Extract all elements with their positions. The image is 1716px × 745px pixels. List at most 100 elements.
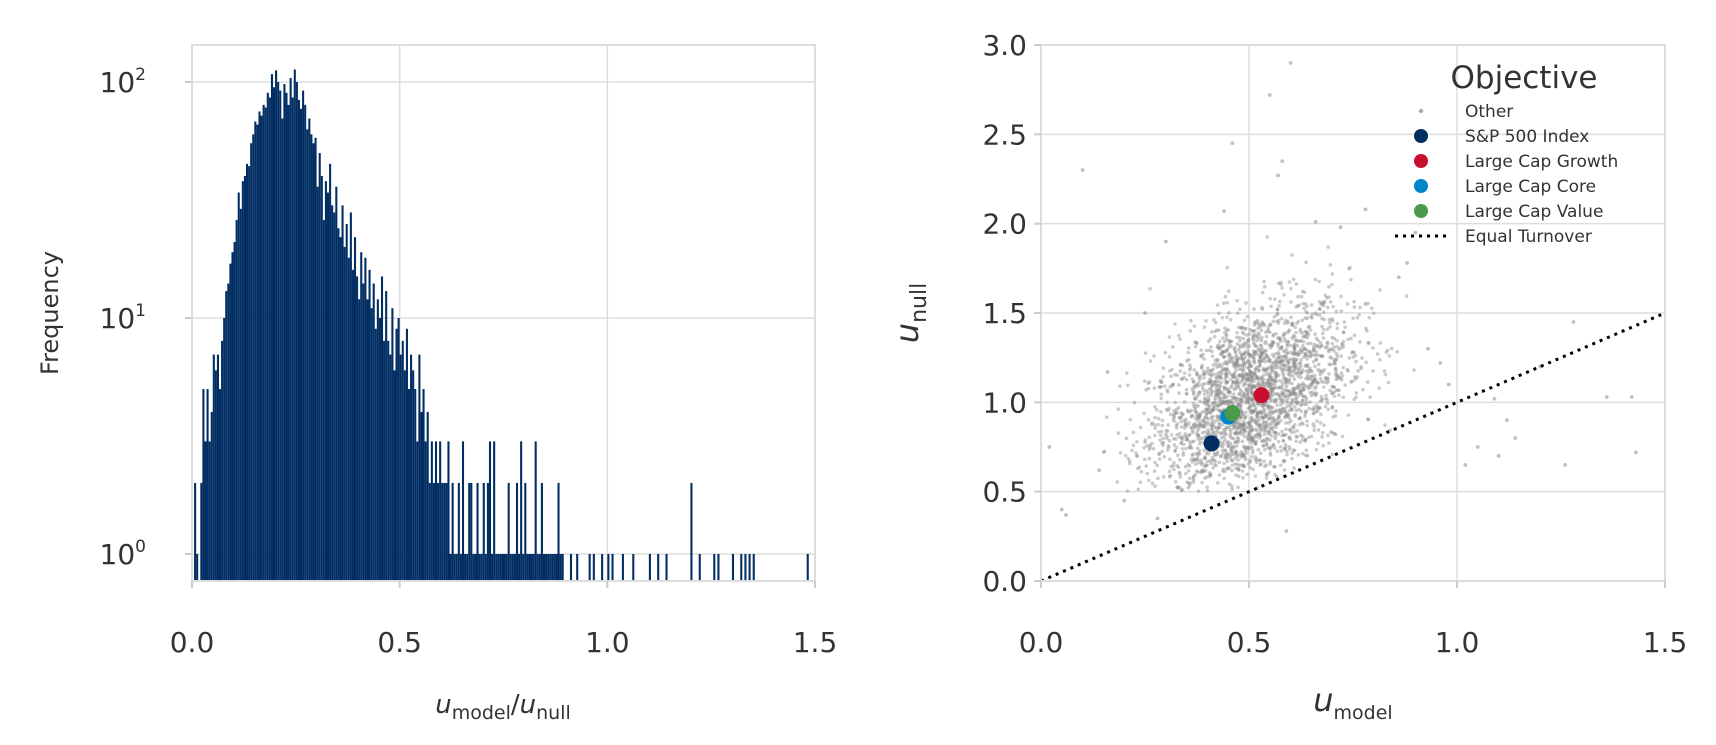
scatter-point-other bbox=[1249, 383, 1253, 387]
scatter-point-other bbox=[1221, 350, 1225, 355]
scatter-point-other bbox=[1268, 423, 1272, 427]
scatter-point-other bbox=[1260, 358, 1265, 363]
histogram-bar bbox=[221, 340, 224, 581]
scatter-point-other bbox=[1227, 389, 1232, 394]
scatter-point-other bbox=[1273, 399, 1277, 403]
scatter-point-other bbox=[1262, 459, 1266, 464]
scatter-point-other bbox=[1287, 393, 1292, 398]
scatter-point-other bbox=[1266, 359, 1270, 364]
scatter-point-other bbox=[1238, 417, 1242, 421]
scatter-point-other bbox=[1249, 428, 1253, 432]
scatter-point-other bbox=[1287, 416, 1291, 421]
scatter-point-other bbox=[1220, 315, 1225, 320]
scatter-point-other bbox=[1311, 411, 1316, 416]
scatter-point-other bbox=[1147, 447, 1152, 452]
scatter-point-other bbox=[1249, 418, 1253, 423]
scatter-point-large-cap-value bbox=[1224, 405, 1241, 422]
scatter-point-other bbox=[1253, 343, 1257, 348]
scatter-point-other bbox=[1192, 379, 1196, 384]
scatter-point-other bbox=[1169, 374, 1173, 379]
scatter-point-other bbox=[1285, 321, 1290, 325]
scatter-point-other bbox=[1191, 474, 1196, 478]
scatter-point-other bbox=[1269, 434, 1274, 438]
scatter-point-other bbox=[1232, 362, 1237, 366]
scatter-point-other bbox=[1244, 399, 1249, 404]
scatter-point-other bbox=[1204, 369, 1209, 374]
scatter-point-other bbox=[1208, 380, 1213, 385]
scatter-point-other bbox=[1214, 379, 1219, 384]
scatter-point-other bbox=[1349, 336, 1353, 341]
scatter-point-other bbox=[1295, 338, 1299, 343]
scatter-point-other bbox=[1221, 301, 1226, 306]
scatter-point-other bbox=[1284, 427, 1288, 432]
scatter-point-other bbox=[1280, 380, 1285, 385]
scatter-point-other bbox=[1224, 367, 1229, 371]
scatter-point-other bbox=[1228, 317, 1233, 322]
scatter-point-other bbox=[1159, 392, 1164, 397]
scatter-point-other bbox=[1207, 474, 1212, 478]
scatter-point-other bbox=[1198, 390, 1202, 394]
scatter-point-other bbox=[1213, 320, 1218, 325]
scatter-point-other bbox=[1283, 410, 1288, 414]
scatter-point-other bbox=[1285, 452, 1289, 457]
scatter-point-other bbox=[1284, 355, 1289, 359]
scatter-point-other bbox=[1225, 459, 1230, 464]
scatter-point-other bbox=[1262, 426, 1267, 431]
scatter-point-other bbox=[1283, 388, 1287, 392]
scatter-point-other bbox=[1173, 400, 1177, 405]
scatter-point-other bbox=[1248, 433, 1252, 438]
scatter-point-other bbox=[1223, 349, 1228, 354]
scatter-point-other bbox=[1262, 421, 1267, 425]
scatter-point-other bbox=[1292, 343, 1296, 347]
scatter-point-other bbox=[1252, 403, 1256, 408]
scatter-point-other bbox=[1296, 353, 1301, 357]
scatter-point-other bbox=[1475, 445, 1480, 449]
scatter-point-other bbox=[1198, 377, 1202, 382]
scatter-point-other bbox=[1247, 352, 1252, 357]
scatter-point-other bbox=[1204, 407, 1208, 411]
scatter-point-other bbox=[1209, 461, 1213, 466]
scatter-point-other bbox=[1282, 364, 1287, 368]
scatter-point-other bbox=[1224, 373, 1229, 378]
scatter-point-other bbox=[1264, 339, 1268, 344]
histogram-bar bbox=[592, 554, 595, 581]
scatter-point-other bbox=[1324, 381, 1329, 385]
scatter-point-other bbox=[1226, 444, 1230, 449]
scatter-point-other bbox=[1246, 337, 1251, 342]
scatter-point-other bbox=[1147, 443, 1152, 447]
scatter-point-other bbox=[1161, 443, 1165, 448]
scatter-y-tick-label: 1.5 bbox=[982, 297, 1027, 330]
scatter-point-other bbox=[1216, 392, 1220, 397]
scatter-point-other bbox=[1293, 414, 1297, 419]
scatter-point-other bbox=[1059, 507, 1064, 512]
scatter-point-other bbox=[1193, 425, 1198, 429]
scatter-point-other bbox=[1303, 411, 1308, 416]
scatter-point-other bbox=[1388, 428, 1393, 432]
scatter-point-other bbox=[1318, 376, 1323, 381]
scatter-point-other bbox=[1210, 379, 1214, 384]
scatter-point-other bbox=[1227, 400, 1232, 404]
scatter-point-other bbox=[1259, 434, 1263, 439]
scatter-point-other bbox=[1242, 392, 1246, 396]
scatter-point-other bbox=[1150, 421, 1155, 425]
scatter-point-other bbox=[1168, 412, 1173, 417]
histogram-bar bbox=[295, 82, 298, 581]
scatter-point-other bbox=[1236, 439, 1241, 444]
legend-marker-large-cap-value bbox=[1414, 204, 1428, 218]
scatter-point-other bbox=[1244, 396, 1249, 400]
scatter-point-other bbox=[1259, 351, 1264, 356]
scatter-point-other bbox=[1177, 470, 1182, 475]
scatter-point-other bbox=[1320, 370, 1325, 374]
scatter-point-other bbox=[1240, 352, 1245, 357]
scatter-point-other bbox=[1300, 318, 1305, 323]
histogram-bar bbox=[434, 441, 438, 581]
scatter-point-other bbox=[1188, 445, 1192, 449]
scatter-point-other bbox=[1225, 386, 1229, 391]
scatter-point-other bbox=[1250, 445, 1254, 449]
scatter-point-other bbox=[1208, 411, 1213, 415]
scatter-point-other bbox=[1102, 449, 1107, 454]
histogram-bar bbox=[216, 354, 219, 581]
scatter-point-other bbox=[1207, 405, 1212, 410]
scatter-point-other bbox=[1244, 372, 1249, 377]
scatter-point-other bbox=[1298, 364, 1303, 368]
